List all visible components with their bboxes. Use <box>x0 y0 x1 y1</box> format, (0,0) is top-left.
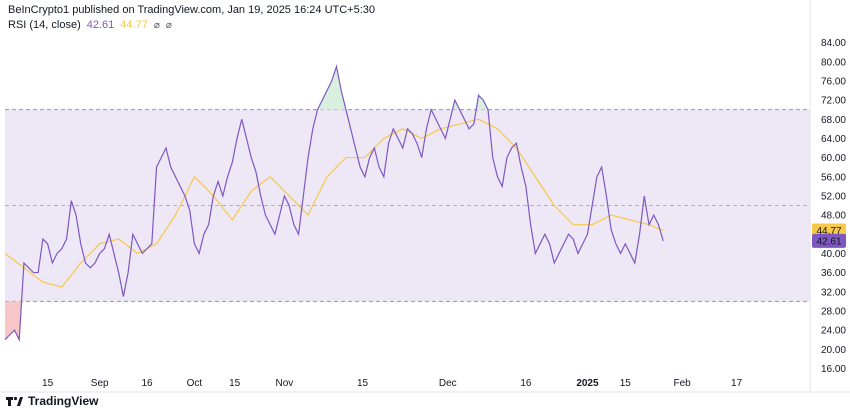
y-tick-label: 60.00 <box>821 153 846 164</box>
x-tick-label: 2025 <box>576 378 599 389</box>
chart-grid <box>0 0 850 393</box>
x-axis: 15 Sep 16 Oct 15 Nov 15 Dec 16 2025 15 Feb 17 <box>42 378 743 389</box>
y-tick-label: 40.00 <box>821 249 846 260</box>
y-tick-label: 16.00 <box>821 364 846 375</box>
x-tick-label: 16 <box>520 378 532 389</box>
indicator-name: RSI (14, close) <box>8 19 81 31</box>
y-tick-label: 68.00 <box>821 115 846 126</box>
x-tick-label: Nov <box>275 378 293 389</box>
y-tick-label: 56.00 <box>821 172 846 183</box>
y-tick-label: 64.00 <box>821 134 846 145</box>
rsi-value: 42.61 <box>86 19 115 31</box>
y-tick-label: 72.00 <box>821 96 846 107</box>
publisher-caption: BeInCrypto1 published on TradingView.com… <box>8 4 376 16</box>
x-tick-label: Oct <box>187 378 203 389</box>
y-tick-label: 36.00 <box>821 268 846 279</box>
x-tick-label: 15 <box>357 378 369 389</box>
y-tick-label: 76.00 <box>821 76 846 87</box>
overbought-fill <box>476 95 488 110</box>
x-tick-label: 15 <box>620 378 632 389</box>
tradingview-logo-icon <box>6 396 23 406</box>
x-tick-label: 16 <box>141 378 153 389</box>
y-tick-label: 48.00 <box>821 211 846 222</box>
x-tick-label: 15 <box>42 378 54 389</box>
y-tick-label: 28.00 <box>821 306 846 317</box>
footer[interactable]: TradingView <box>6 394 98 408</box>
chart-fills <box>5 66 488 340</box>
chart-lines <box>4 64 664 342</box>
x-tick-label: Dec <box>439 378 457 389</box>
y-tick-label: 84.00 <box>821 38 846 49</box>
visibility-icon[interactable]: ⌀ <box>153 19 160 31</box>
ma-last-badge: 44.77 <box>816 226 841 237</box>
y-tick-label: 32.00 <box>821 287 846 298</box>
rsi-line <box>4 64 664 342</box>
rsi-last-badge-bg <box>812 233 846 248</box>
indicator-legend[interactable]: RSI (14, close) 42.61 44.77 ⌀ ⌀ <box>8 19 172 31</box>
overbought-fill <box>317 66 346 110</box>
settings-icon[interactable]: ⌀ <box>165 19 172 31</box>
ma-line <box>4 118 664 288</box>
y-axis: 16.0020.0024.0028.0032.0036.0040.0044.00… <box>821 38 846 375</box>
y-tick-label: 80.00 <box>821 57 846 68</box>
rsi-last-badge: 42.61 <box>816 236 841 247</box>
x-tick-label: Feb <box>674 378 692 389</box>
y-tick-label: 52.00 <box>821 191 846 202</box>
y-tick-label: 20.00 <box>821 345 846 356</box>
brand-label: TradingView <box>28 394 99 408</box>
oversold-fill <box>5 301 22 340</box>
ma-value: 44.77 <box>120 19 148 31</box>
x-tick-label: 15 <box>229 378 241 389</box>
x-tick-label: Sep <box>91 378 109 389</box>
y-tick-label: 24.00 <box>821 326 846 337</box>
x-tick-label: 17 <box>731 378 743 389</box>
